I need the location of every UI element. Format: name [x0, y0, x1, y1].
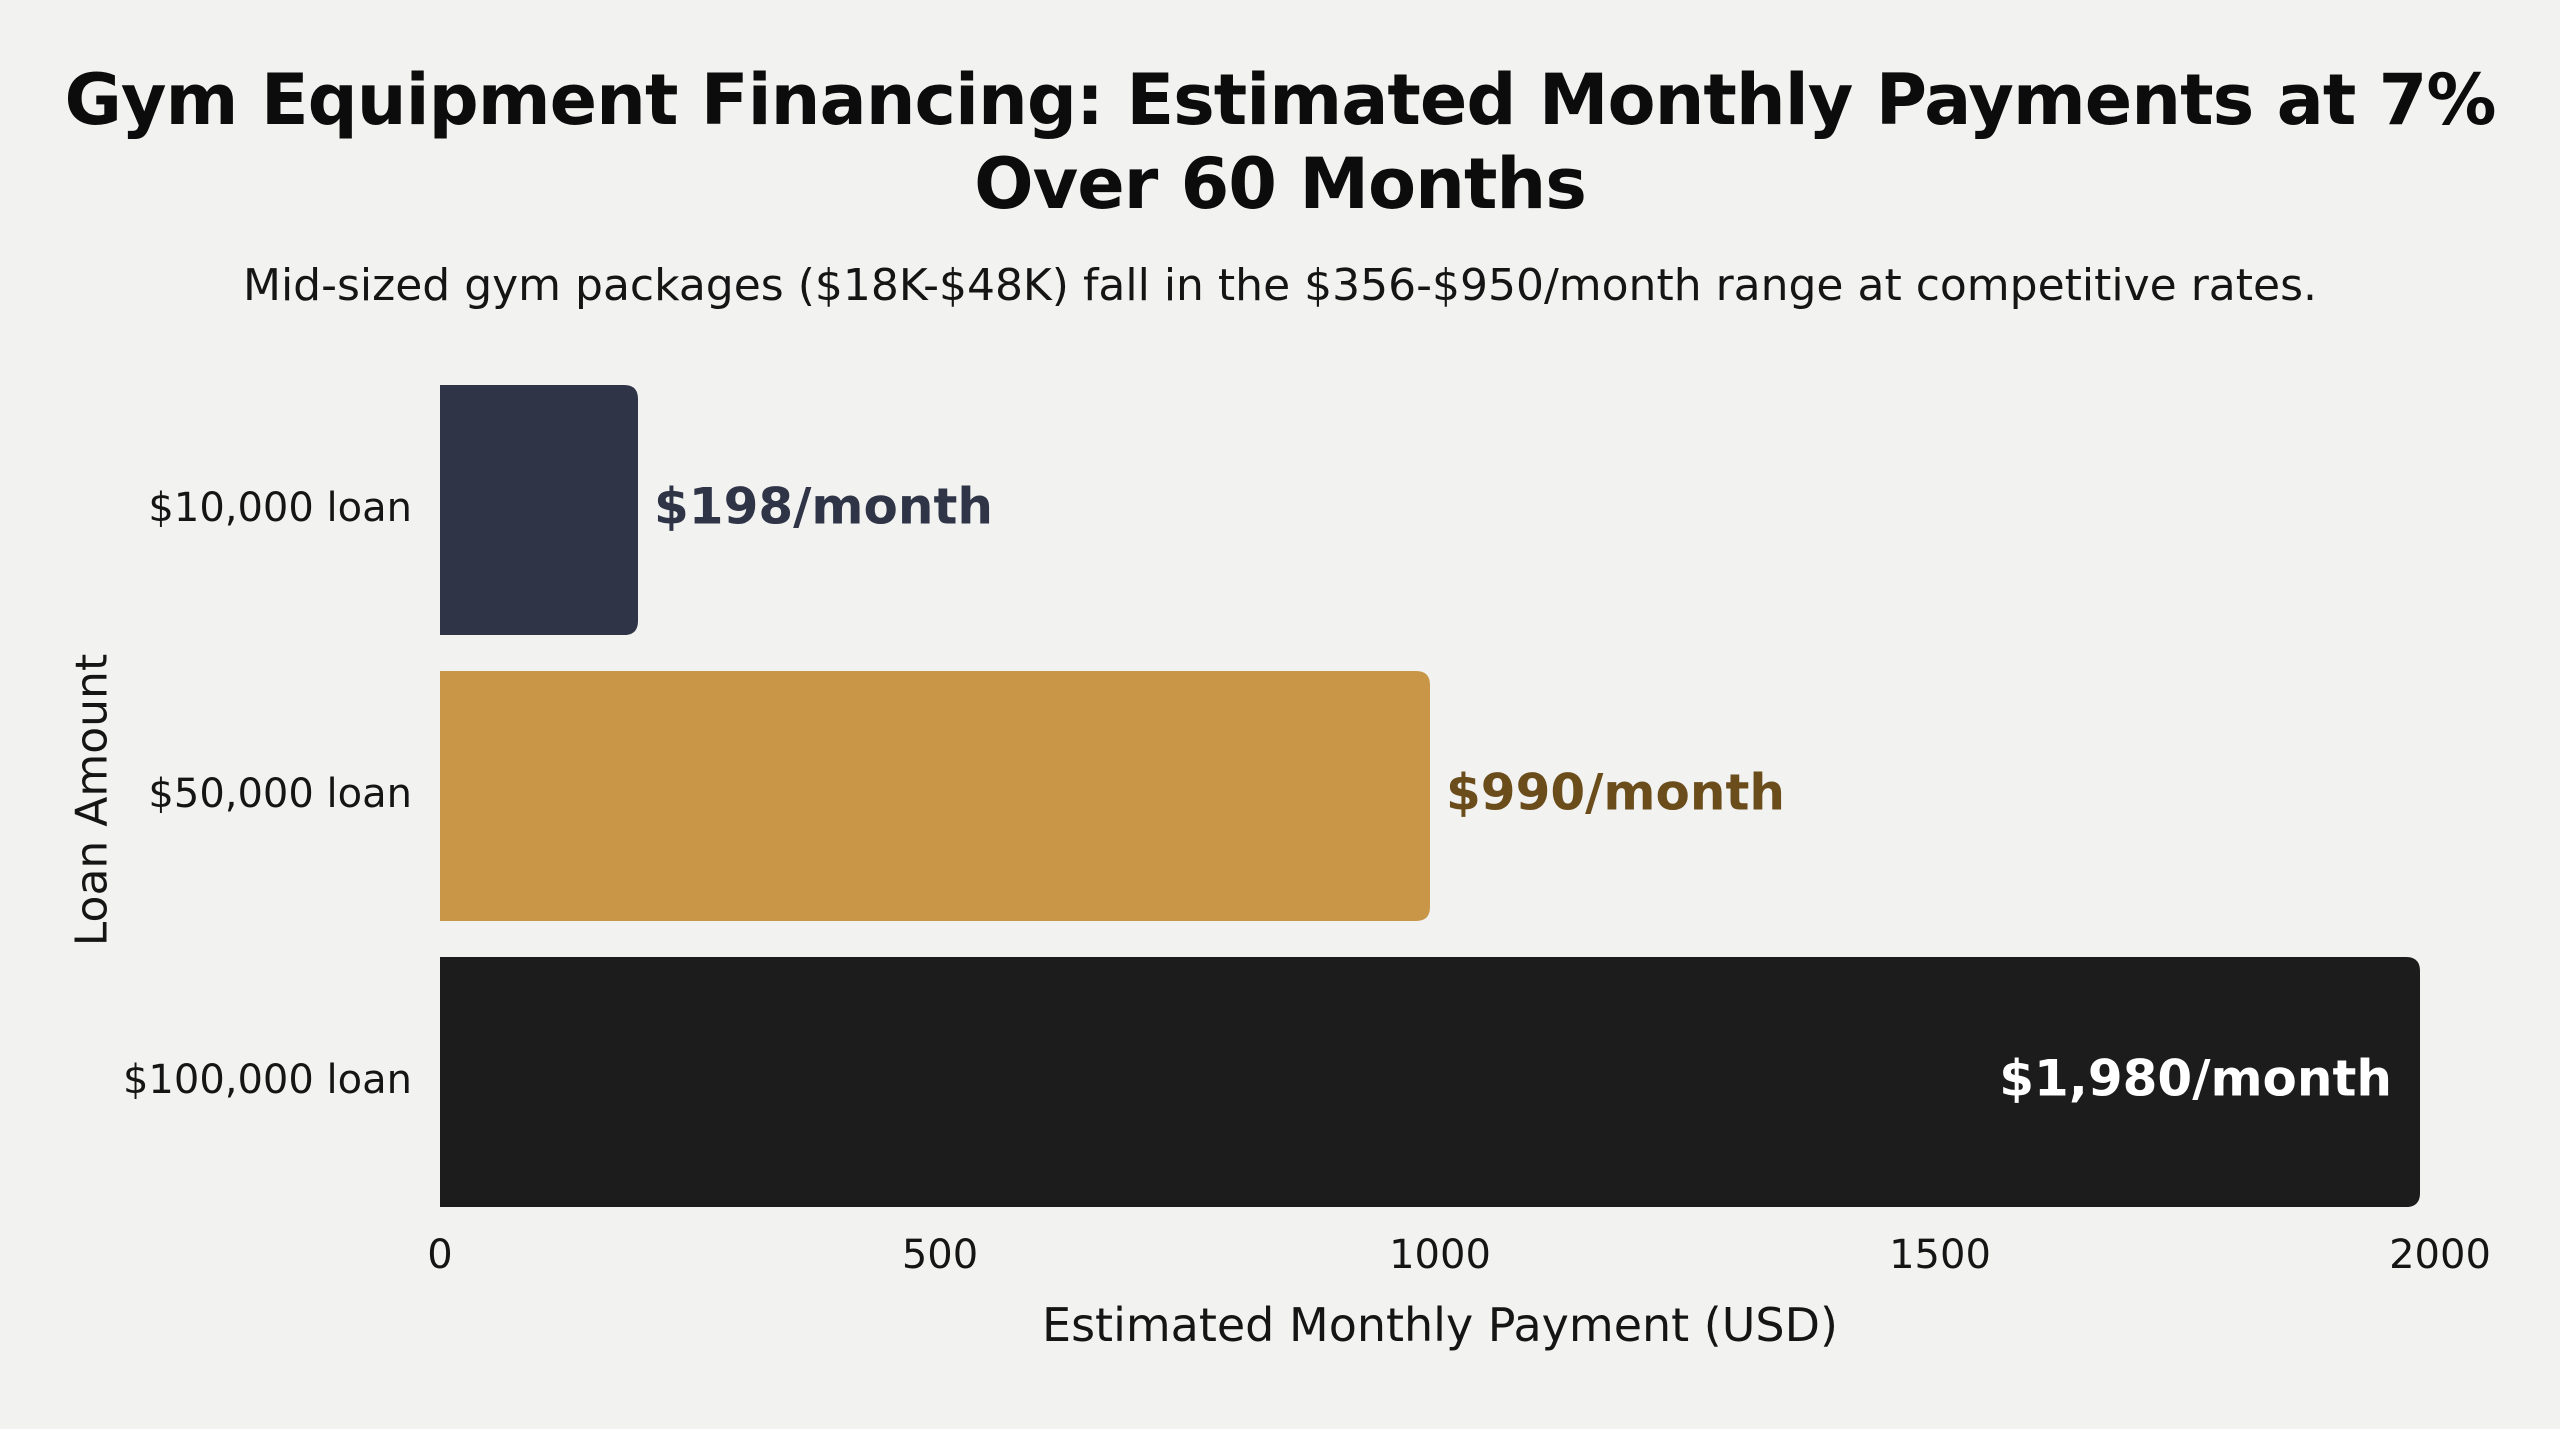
category-label: $10,000 loan: [148, 485, 412, 531]
x-tick-label: 1000: [1389, 1232, 1491, 1278]
data-label: $198/month: [654, 478, 993, 536]
chart-subtitle: Mid-sized gym packages ($18K-$48K) fall …: [242, 260, 2317, 311]
x-tick-label: 2000: [2389, 1232, 2491, 1278]
y-axis-title: Loan Amount: [66, 653, 118, 947]
x-tick-label: 500: [902, 1232, 978, 1278]
bar-3: [440, 957, 2420, 1207]
category-label: $100,000 loan: [123, 1057, 412, 1103]
data-label: $990/month: [1446, 764, 1785, 822]
bar-2: [440, 671, 1430, 921]
data-label: $1,980/month: [1999, 1050, 2392, 1108]
category-label: $50,000 loan: [148, 771, 412, 817]
x-axis-title: Estimated Monthly Payment (USD): [1042, 1298, 1838, 1352]
bar-1: [440, 385, 638, 635]
chart-title: Gym Equipment Financing: Estimated Month…: [64, 59, 2496, 225]
x-tick-label: 1500: [1889, 1232, 1991, 1278]
x-tick-label: 0: [427, 1232, 452, 1278]
